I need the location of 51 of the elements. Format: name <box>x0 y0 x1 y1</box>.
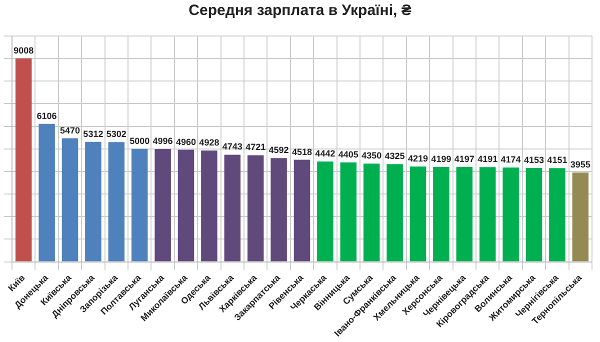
bar <box>294 160 310 262</box>
chart-title: Середня зарплата в Україні, ₴ <box>188 1 412 21</box>
data-label: 4405 <box>338 149 358 160</box>
data-label: 6106 <box>36 110 57 121</box>
bar <box>502 168 519 262</box>
bar <box>433 166 450 262</box>
data-label: 4191 <box>478 154 498 164</box>
bar <box>178 150 194 262</box>
data-label: 4219 <box>408 154 428 164</box>
bar <box>15 58 32 262</box>
data-label: 5000 <box>130 136 150 146</box>
bar <box>549 168 566 262</box>
data-label: 5302 <box>106 129 126 140</box>
bar <box>386 164 403 262</box>
data-label: 9008 <box>14 45 34 56</box>
data-label: 5470 <box>60 125 80 136</box>
data-label: 3955 <box>570 159 590 170</box>
bar <box>201 150 218 262</box>
data-label: 4325 <box>384 151 405 162</box>
bar <box>108 142 125 262</box>
bar <box>526 168 542 262</box>
bar <box>410 166 426 262</box>
data-label: 5312 <box>83 128 104 139</box>
bar <box>38 124 55 262</box>
data-label: 4996 <box>152 136 173 146</box>
bar <box>224 154 241 262</box>
data-label: 4960 <box>176 136 196 147</box>
bar <box>62 138 78 262</box>
data-label: 4592 <box>268 145 289 156</box>
bar <box>572 172 589 262</box>
bar <box>479 167 496 262</box>
data-label: 4174 <box>500 154 521 165</box>
data-label: 4350 <box>362 150 382 161</box>
data-label: 4199 <box>431 154 452 164</box>
data-label: 4442 <box>315 148 336 158</box>
bar <box>154 148 171 262</box>
data-label: 4153 <box>524 155 544 166</box>
data-label: 4518 <box>292 146 312 157</box>
bar <box>363 164 380 262</box>
data-label: 4928 <box>199 138 220 148</box>
bar <box>270 158 287 262</box>
data-label: 4743 <box>222 142 242 152</box>
bar <box>247 155 264 262</box>
data-label: 4721 <box>246 142 266 152</box>
bar <box>317 161 334 262</box>
bar <box>340 162 357 262</box>
bar <box>456 167 473 262</box>
bar <box>85 142 102 262</box>
bar <box>131 148 148 262</box>
data-label: 4151 <box>547 155 568 166</box>
data-label: 4197 <box>454 154 474 164</box>
